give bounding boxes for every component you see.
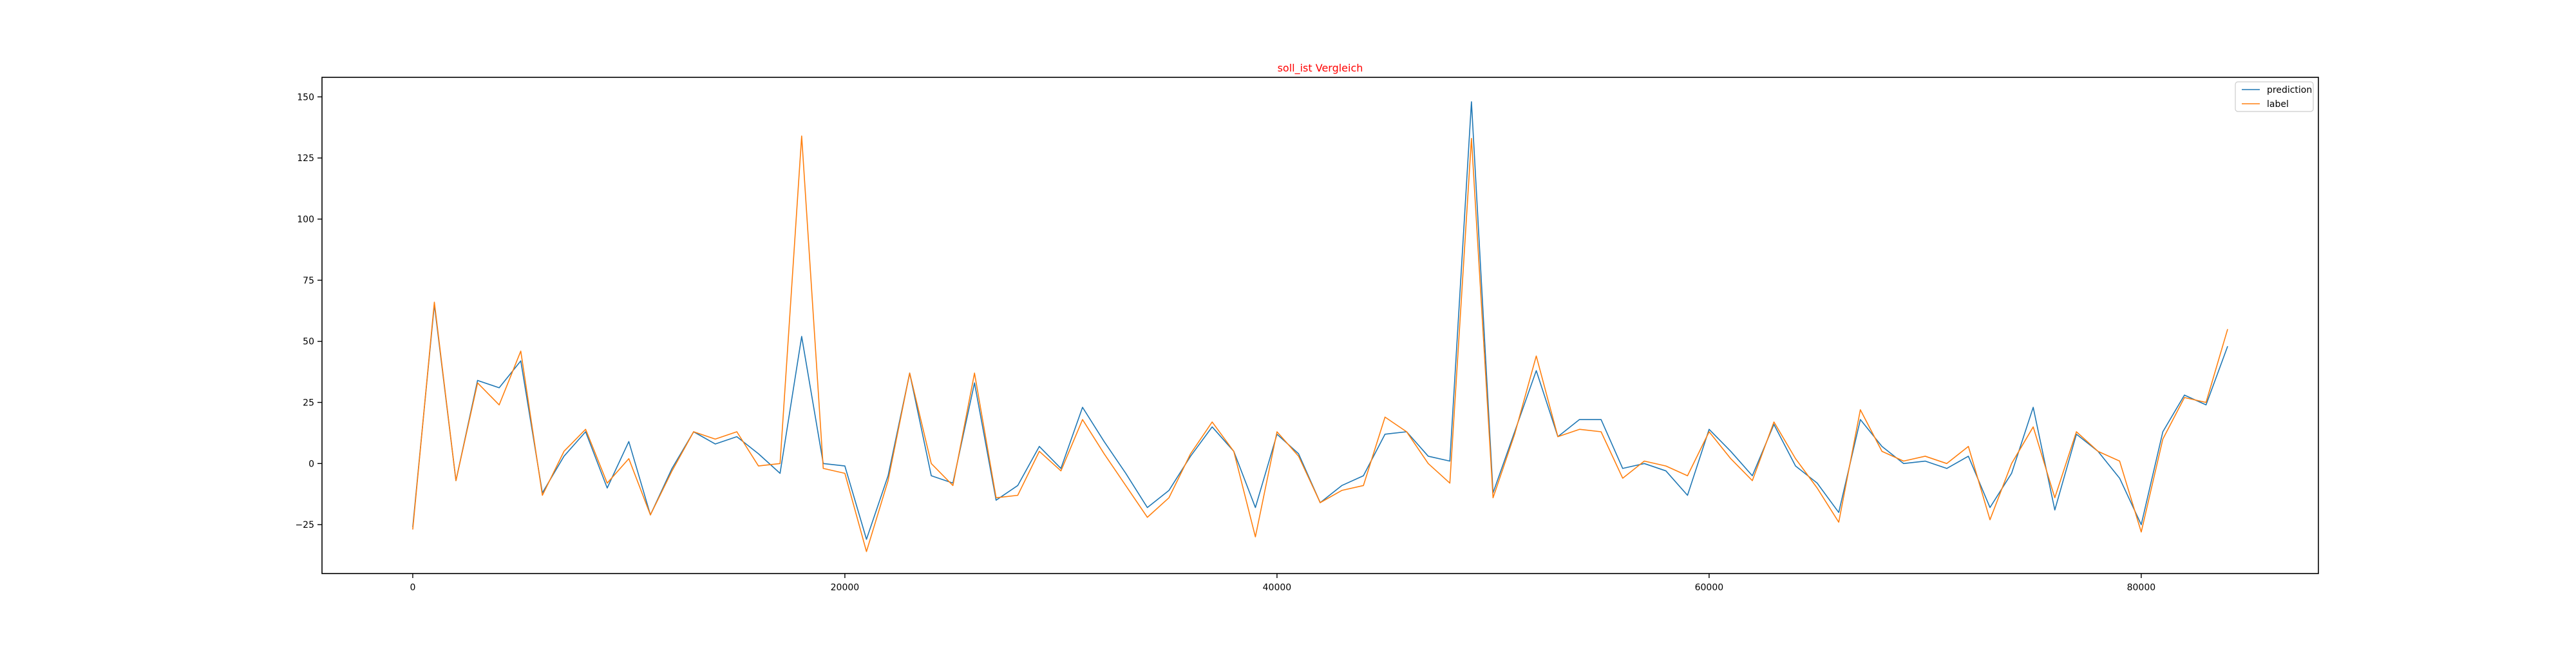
x-tick-label: 60000 (1695, 583, 1724, 593)
legend: prediction label (2235, 81, 2314, 112)
y-tick-label: 25 (303, 398, 314, 408)
y-tick-label: 50 (303, 337, 314, 347)
legend-label-prediction: prediction (2267, 85, 2312, 95)
y-axis: −25 0 25 50 75 100 125 150 (295, 92, 322, 530)
x-tick-label: 80000 (2127, 583, 2156, 593)
series-line-prediction (412, 101, 2228, 540)
y-tick-label: 75 (303, 276, 314, 286)
y-tick-label: −25 (295, 520, 314, 530)
y-tick-label: 0 (308, 459, 314, 469)
series-layer (412, 101, 2228, 552)
legend-label-label: label (2267, 99, 2289, 110)
x-tick-label: 40000 (1263, 583, 1292, 593)
plot-area (321, 77, 2319, 574)
y-tick-label: 100 (297, 215, 314, 225)
chart-title: soll_ist Vergleich (1278, 62, 1363, 75)
x-tick-label: 20000 (831, 583, 860, 593)
y-tick-label: 150 (297, 92, 314, 102)
x-axis: 0 20000 40000 60000 80000 (410, 574, 2155, 593)
series-line-label (412, 135, 2228, 552)
y-tick-label: 125 (297, 153, 314, 164)
x-tick-label: 0 (410, 583, 415, 593)
